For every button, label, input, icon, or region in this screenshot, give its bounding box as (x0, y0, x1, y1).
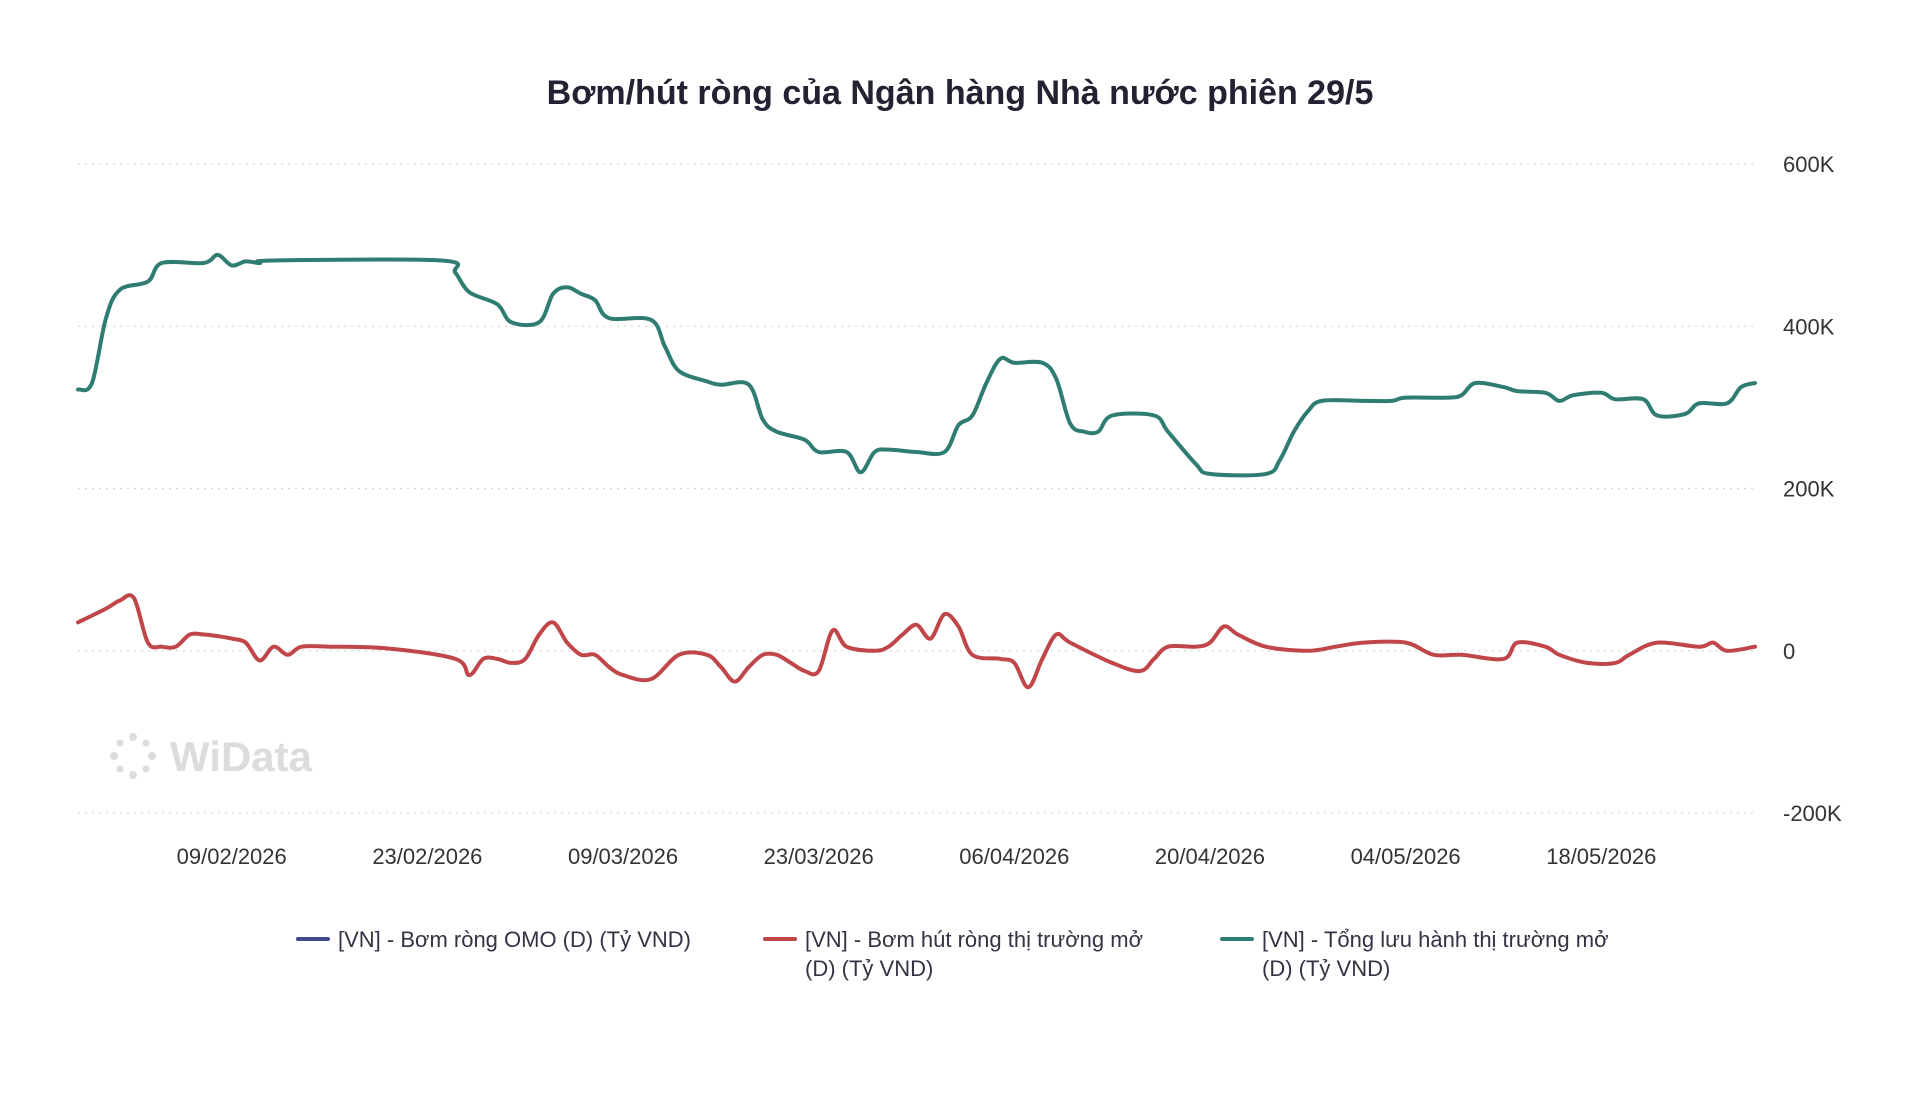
x-tick-label: 04/05/2026 (1351, 844, 1461, 869)
watermark-text: WiData (170, 733, 313, 780)
y-tick-label: 600K (1783, 152, 1835, 177)
x-tick-label: 23/02/2026 (372, 844, 482, 869)
x-axis-ticks: 09/02/2026 23/02/2026 09/03/2026 23/03/2026… (177, 844, 1657, 869)
x-tick-label: 18/05/2026 (1546, 844, 1656, 869)
y-tick-label: 400K (1783, 314, 1835, 339)
series-line-2 (76, 252, 1757, 478)
legend-item-0[interactable]: [VN] - Bơm ròng OMO (D) (Tỷ VND) (296, 927, 691, 952)
x-tick-label: 23/03/2026 (764, 844, 874, 869)
y-axis-ticks: 600K 400K 200K 0 -200K (1783, 152, 1842, 826)
y-tick-label: -200K (1783, 801, 1842, 826)
legend-label: [VN] - Tổng lưu hành thị trường mở (D) (T… (1262, 927, 1609, 981)
legend-label: [VN] - Bơm hút ròng thị trường mở (D) (Tỷ… (805, 927, 1143, 981)
y-tick-label: 200K (1783, 477, 1835, 502)
x-tick-label: 20/04/2026 (1155, 844, 1265, 869)
x-tick-label: 06/04/2026 (959, 844, 1069, 869)
y-tick-label: 0 (1783, 639, 1795, 664)
legend: [VN] - Bơm ròng OMO (D) (Tỷ VND) [VN] - B… (296, 927, 1609, 981)
x-tick-label: 09/03/2026 (568, 844, 678, 869)
legend-item-2[interactable]: [VN] - Tổng lưu hành thị trường mở (D) (T… (1220, 927, 1609, 981)
series-line-1 (76, 593, 1757, 690)
chart-title: Bơm/hút ròng của Ngân hàng Nhà nước phiê… (547, 74, 1374, 112)
x-tick-label: 09/02/2026 (177, 844, 287, 869)
legend-item-1[interactable]: [VN] - Bơm hút ròng thị trường mở (D) (Tỷ… (763, 927, 1143, 981)
widata-logo-icon (110, 733, 156, 779)
watermark: WiData (110, 733, 313, 780)
legend-label: [VN] - Bơm ròng OMO (D) (Tỷ VND) (338, 927, 691, 952)
series-lines (76, 252, 1757, 690)
